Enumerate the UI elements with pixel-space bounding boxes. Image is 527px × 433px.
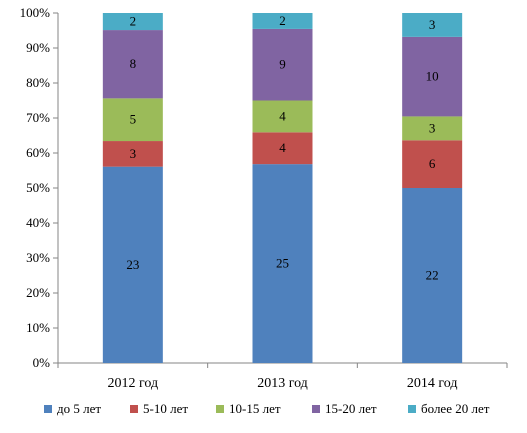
bar-segment [102, 13, 163, 31]
bar-segment [402, 36, 463, 117]
x-category-label: 2013 год [257, 376, 308, 391]
legend-label: более 20 лет [421, 401, 490, 416]
data-label: 2 [130, 14, 137, 29]
data-label: 25 [276, 256, 289, 271]
legend-label: 15-20 лет [325, 401, 377, 416]
x-category-label: 2012 год [108, 376, 159, 391]
y-tick-label: 90% [26, 40, 50, 55]
bar-segment [252, 13, 313, 29]
bar-segment [402, 13, 463, 37]
data-label: 2 [279, 13, 286, 28]
data-label: 22 [426, 268, 439, 283]
y-tick-label: 20% [26, 285, 50, 300]
legend-label: до 5 лет [57, 401, 101, 416]
data-label: 23 [126, 257, 139, 272]
y-tick-label: 60% [26, 145, 50, 160]
bar-segment [402, 188, 463, 363]
bar-segment [402, 140, 463, 188]
legend-label: 5-10 лет [143, 401, 188, 416]
bar-segment [402, 116, 463, 141]
y-tick-label: 50% [26, 180, 50, 195]
data-label: 4 [279, 140, 286, 155]
data-label: 6 [429, 156, 436, 171]
bar-segment [252, 100, 313, 133]
y-tick-label: 30% [26, 250, 50, 265]
data-label: 8 [130, 56, 137, 71]
legend-swatch [130, 405, 138, 413]
data-label: 5 [130, 112, 137, 127]
bar-segment [102, 30, 163, 99]
y-tick-label: 70% [26, 110, 50, 125]
legend-swatch [216, 405, 224, 413]
y-tick-label: 10% [26, 320, 50, 335]
bar-segment [102, 141, 163, 167]
y-tick-label: 0% [33, 355, 51, 370]
bar-segment [102, 98, 163, 142]
data-label: 3 [429, 17, 436, 32]
bar-segment [102, 166, 163, 363]
legend-label: 10-15 лет [229, 401, 281, 416]
bar-segment [252, 132, 313, 165]
bar-segment [252, 28, 313, 101]
y-tick-label: 100% [20, 5, 51, 20]
data-label: 3 [130, 146, 137, 161]
y-tick-label: 80% [26, 75, 50, 90]
data-label: 10 [426, 69, 439, 84]
x-category-label: 2014 год [407, 376, 458, 391]
legend-swatch [44, 405, 52, 413]
data-label: 4 [279, 108, 286, 123]
legend-swatch [312, 405, 320, 413]
data-label: 3 [429, 120, 436, 135]
bar-segment [252, 164, 313, 363]
data-label: 9 [279, 57, 286, 72]
legend-swatch [408, 405, 416, 413]
y-tick-label: 40% [26, 215, 50, 230]
